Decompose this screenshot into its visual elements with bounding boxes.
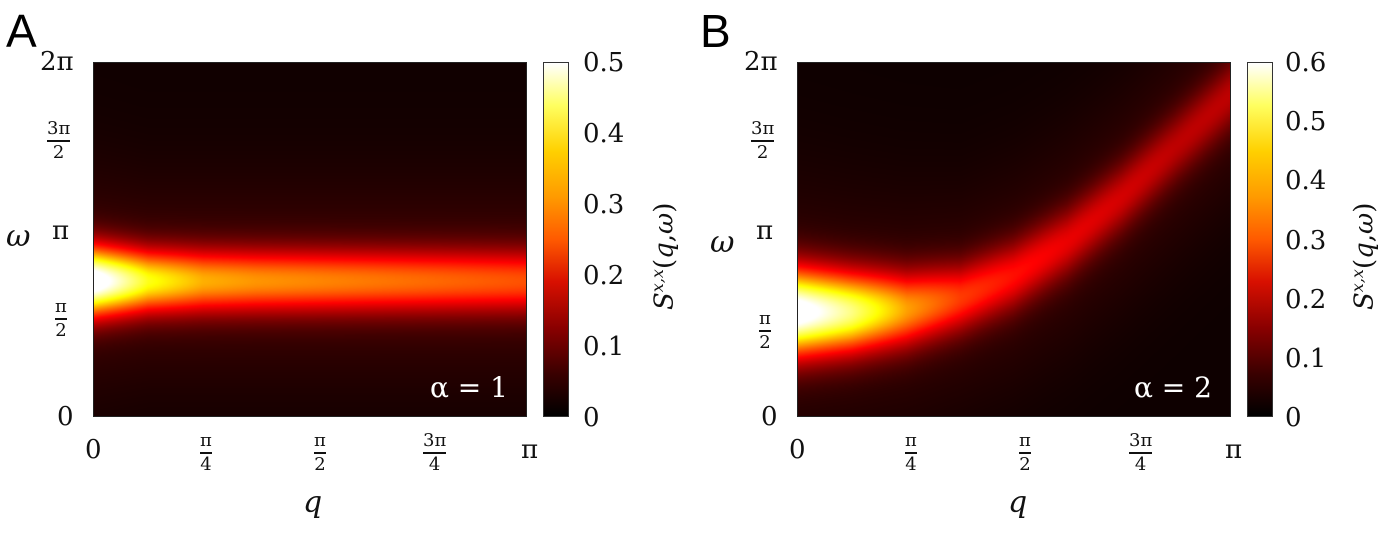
alpha-annotation: α = 2 [1134, 371, 1212, 404]
x-tick-label: π [521, 435, 539, 465]
colorbar-tick-label: 0 [583, 403, 600, 433]
colorbar-label: Sx,x(q,ω) [648, 202, 680, 310]
colorbar-label: Sx,x(q,ω) [1348, 202, 1380, 310]
y-tick-label: π [756, 216, 774, 246]
y-tick-label: 2π [744, 47, 778, 77]
y-tick-label: 0 [57, 402, 74, 432]
y-tick-label: π [52, 216, 70, 246]
y-tick-label: 0 [761, 402, 778, 432]
y-tick-label: 3π 2 [751, 118, 775, 163]
x-tick-label: 0 [85, 435, 102, 465]
colorbar-tick-label: 0.6 [1285, 48, 1327, 78]
colorbar-tick-label: 0.2 [1285, 285, 1327, 315]
colorbar-tick-label: 0.3 [1285, 226, 1327, 256]
x-axis-label: q [1008, 485, 1028, 520]
colorbar-tick-label: 0.5 [1285, 107, 1327, 137]
heatmap-canvas [94, 63, 526, 416]
y-tick-label: 2π [40, 47, 74, 77]
x-tick-label: 0 [789, 435, 806, 465]
y-tick-label: 3π 2 [47, 118, 71, 163]
x-tick-label: 3π 4 [423, 430, 447, 475]
colorbar [1247, 62, 1273, 417]
colorbar-tick-label: 0.3 [583, 190, 625, 220]
y-axis-label: ω [6, 219, 31, 254]
colorbar [543, 62, 569, 417]
colorbar-tick-label: 0.5 [583, 48, 625, 78]
colorbar-tick-label: 0.4 [583, 119, 625, 149]
colorbar-tick-label: 0.1 [1285, 344, 1327, 374]
panel-letter-b: B [700, 5, 731, 57]
y-axis-label: ω [710, 225, 735, 260]
panel-letter-a: A [6, 5, 37, 57]
x-axis-label: q [303, 485, 323, 520]
x-tick-label: 3π 4 [1129, 430, 1153, 475]
heatmap-plot-area [93, 62, 527, 417]
heatmap-plot-area [797, 62, 1231, 417]
colorbar-tick-label: 0.2 [583, 261, 625, 291]
colorbar-tick-label: 0.1 [583, 332, 625, 362]
colorbar-tick-label: 0 [1285, 403, 1302, 433]
x-tick-label: π [1225, 435, 1243, 465]
colorbar-tick-label: 0.4 [1285, 166, 1327, 196]
heatmap-canvas [798, 63, 1230, 416]
alpha-annotation: α = 1 [430, 371, 508, 404]
